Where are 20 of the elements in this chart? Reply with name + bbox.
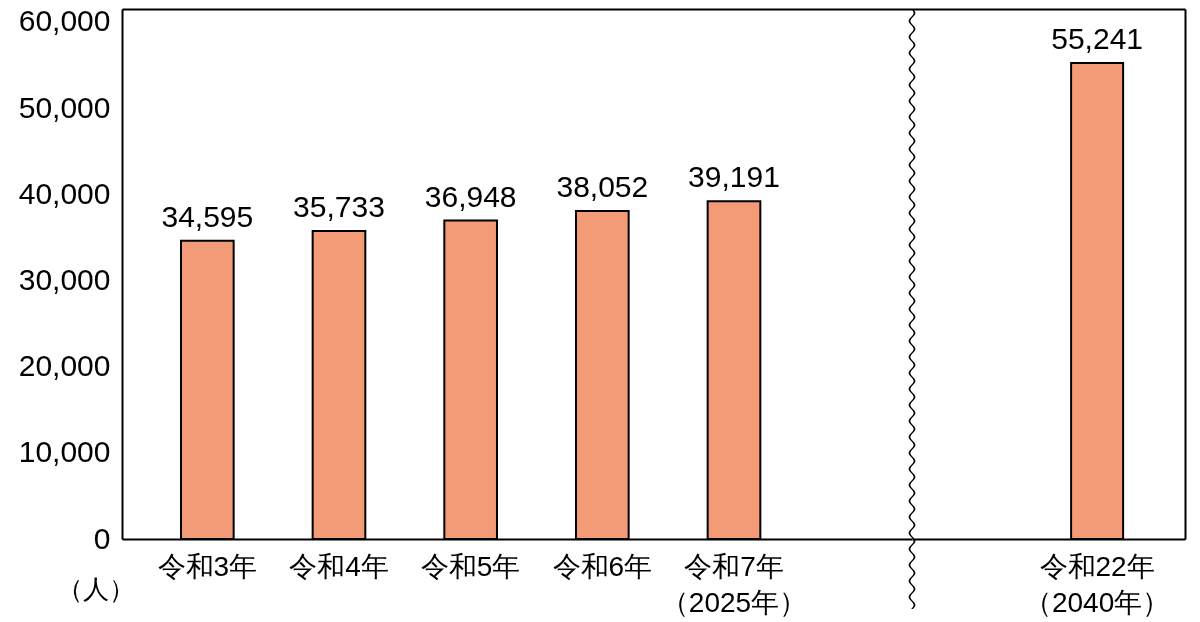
x-tick-label: 令和4年: [289, 550, 389, 582]
y-tick-label: 0: [93, 521, 111, 555]
y-tick-label: 10,000: [18, 435, 111, 469]
data-label: 55,241: [1051, 21, 1143, 55]
x-tick-label: 令和22年（2040年）: [1023, 550, 1171, 618]
data-label: 34,595: [161, 199, 254, 233]
x-tick-label: 令和7年（2025年）: [660, 550, 808, 618]
data-label: 39,191: [688, 160, 780, 194]
data-label: 38,052: [556, 170, 649, 204]
y-tick-label: 50,000: [18, 90, 111, 124]
y-tick-label: 60,000: [18, 4, 111, 38]
x-tick-label: 令和6年: [552, 550, 653, 582]
data-label: 35,733: [293, 190, 385, 224]
x-tick-label: 令和3年: [157, 550, 258, 582]
y-axis-title: （人）: [56, 573, 135, 604]
x-tick-label: 令和5年: [420, 550, 521, 582]
y-tick-label: 20,000: [18, 349, 111, 383]
data-label: 36,948: [424, 179, 517, 213]
y-tick-label: 40,000: [18, 176, 111, 210]
y-tick-label: 30,000: [18, 262, 111, 296]
